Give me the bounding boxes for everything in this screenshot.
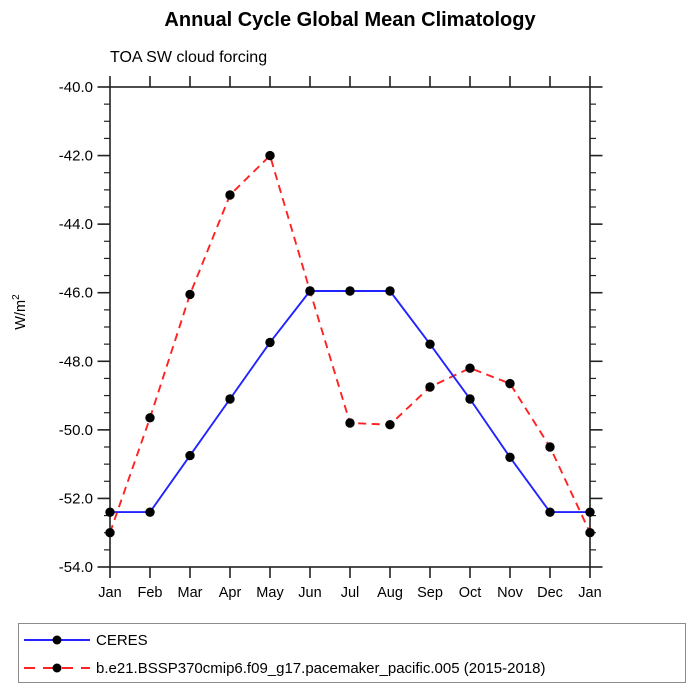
x-tick-label: Jun — [298, 585, 321, 601]
chart-subtitle: TOA SW cloud forcing — [110, 49, 268, 66]
legend-entry-ceres: CERES — [19, 626, 685, 654]
y-tick-label: -44.0 — [59, 216, 93, 233]
x-tick-label: Mar — [178, 585, 203, 601]
y-tick-label: -42.0 — [59, 148, 93, 165]
y-tick-label: -54.0 — [59, 559, 93, 576]
x-tick-label: Jul — [341, 585, 360, 601]
x-tick-label: Jan — [578, 585, 601, 601]
plot-area: -40.0 -42.0 -44.0 -46.0 -48.0 -50.0 -52.0 -54.0… — [11, 76, 603, 601]
plot-frame — [109, 86, 591, 568]
series-line-model — [109, 153, 591, 534]
x-tick-label: Aug — [377, 585, 403, 601]
x-tick-label: Nov — [497, 585, 524, 601]
legend-label-model: b.e21.BSSP370cmip6.f09_g17.pacemaker_pac… — [96, 659, 546, 677]
x-tick-label: Feb — [138, 585, 163, 601]
data-point-markers — [105, 150, 595, 538]
y-tick-label: -46.0 — [59, 285, 93, 302]
y-tick-label: -48.0 — [59, 353, 93, 370]
x-tick-label: Apr — [219, 585, 242, 601]
x-axis-ticks: Jan Feb Mar Apr May Jun Jul Aug Sep Oct Nov Dec Jan — [98, 76, 602, 601]
legend-line-sample-ceres-icon — [24, 635, 90, 645]
chart-title: Annual Cycle Global Mean Climatology — [164, 9, 536, 31]
y-tick-label: -40.0 — [59, 79, 93, 96]
y-tick-label: -52.0 — [59, 490, 93, 507]
x-tick-label: Jan — [98, 585, 121, 601]
legend-label-ceres: CERES — [96, 631, 148, 649]
x-tick-label: Oct — [459, 585, 482, 601]
x-tick-label: Dec — [537, 585, 563, 601]
legend-line-sample-model-icon — [24, 663, 90, 673]
y-axis-ticks: -40.0 -42.0 -44.0 -46.0 -48.0 -50.0 -52.0 -54.0 — [59, 79, 603, 576]
x-tick-label: Sep — [417, 585, 443, 601]
y-tick-label: -50.0 — [59, 422, 93, 439]
legend: CERES b.e21.BSSP370cmip6.f09_g17.pacemak… — [18, 623, 686, 683]
series-line-ceres — [110, 290, 590, 514]
legend-entry-model: b.e21.BSSP370cmip6.f09_g17.pacemaker_pac… — [19, 654, 685, 682]
y-axis-title: W/m2 — [11, 294, 29, 330]
x-tick-label: May — [256, 585, 284, 601]
